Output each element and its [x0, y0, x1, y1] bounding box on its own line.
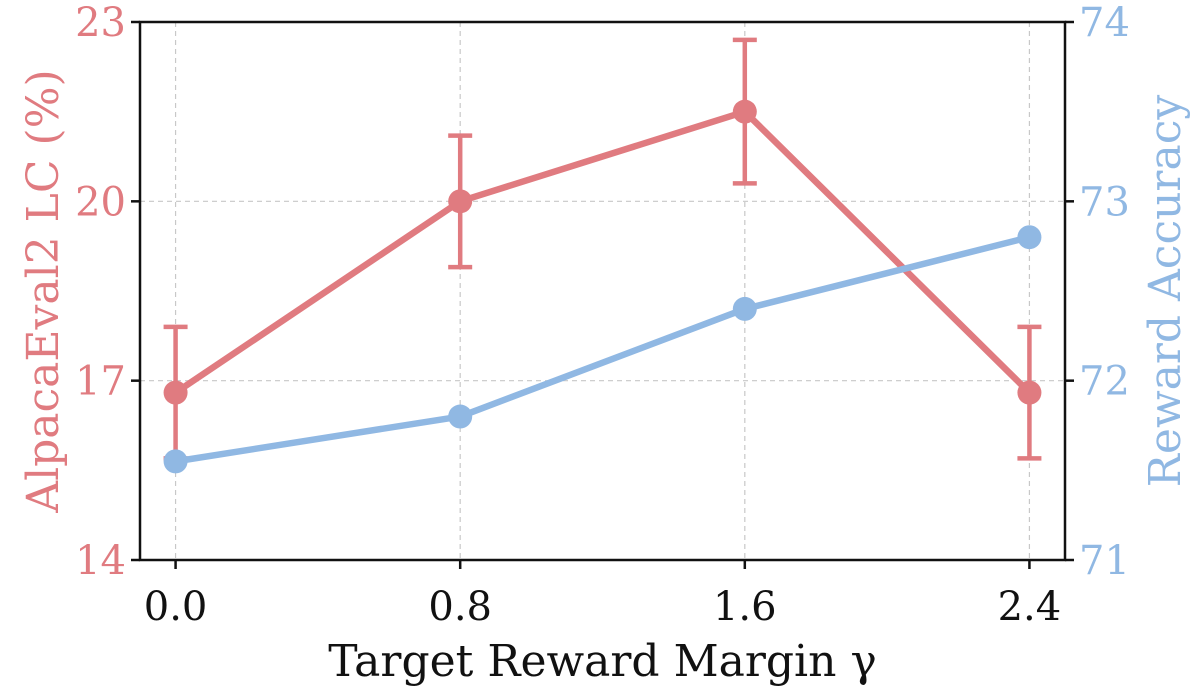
reward-accuracy-data-point — [163, 449, 188, 474]
left-y-tick-label: 14 — [75, 538, 126, 584]
x-axis-title: Target Reward Margin γ — [328, 636, 877, 687]
right-y-tick-label: 74 — [1079, 0, 1130, 46]
alpacaeval-data-point — [1017, 380, 1042, 405]
reward-accuracy-data-point — [448, 404, 473, 429]
reward-accuracy-series-line — [172, 233, 1033, 465]
reward-accuracy-data-point — [1017, 225, 1042, 250]
alpacaeval-data-point — [448, 189, 473, 214]
alpacaeval-series-line — [172, 108, 1033, 396]
right-y-axis-title: Reward Accuracy — [1140, 95, 1191, 488]
alpacaeval-data-point — [163, 380, 188, 405]
x-tick-label: 2.4 — [998, 584, 1062, 630]
left-y-tick-label: 20 — [75, 179, 126, 225]
reward-accuracy-data-point — [732, 296, 757, 321]
plot-series — [163, 37, 1042, 474]
axes: 0.0 0.8 1.6 2.4 14 17 20 23 71 72 73 74 — [75, 0, 1130, 630]
x-tick-label: 0.8 — [428, 584, 492, 630]
right-y-tick-label: 71 — [1079, 538, 1130, 584]
plot-frame — [138, 20, 1067, 562]
left-y-tick-label: 23 — [75, 0, 126, 46]
right-y-tick-label: 72 — [1079, 359, 1130, 405]
right-y-tick-label: 73 — [1079, 179, 1130, 225]
x-tick-label: 0.0 — [144, 584, 208, 630]
alpacaeval-data-point — [732, 99, 757, 124]
x-tick-label: 1.6 — [713, 584, 777, 630]
left-y-axis-title: AlpacaEval2 LC (%) — [18, 69, 69, 513]
left-y-tick-label: 17 — [75, 359, 126, 405]
